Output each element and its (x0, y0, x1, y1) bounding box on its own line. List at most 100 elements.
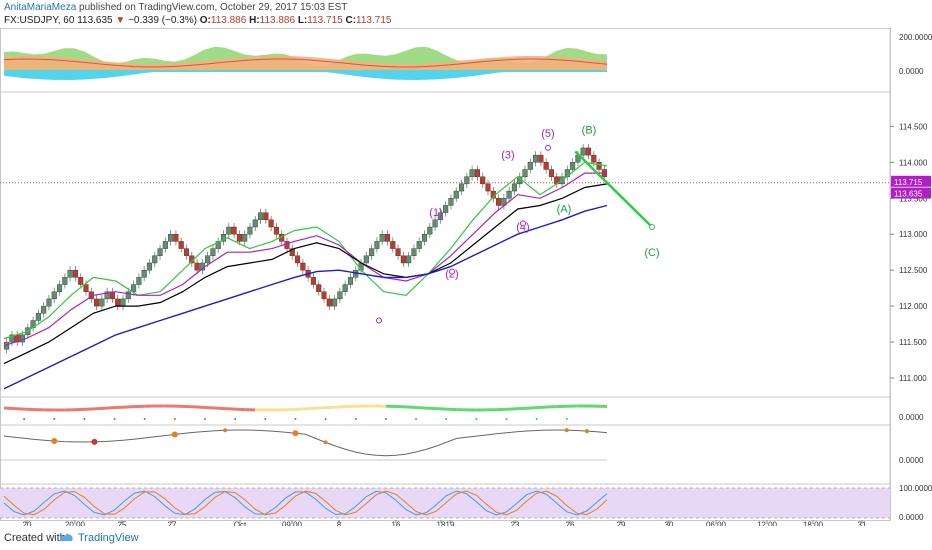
price-tick-label: 112.500 (899, 266, 928, 275)
time-tick-label: 30 (665, 521, 674, 526)
trend-line-segment (305, 406, 316, 411)
osc3-dot (323, 440, 328, 445)
trend-line-segment (516, 406, 527, 411)
wave-label: (4) (516, 222, 529, 234)
projection-end-marker (649, 224, 655, 231)
price-tick-label: 112.000 (899, 302, 928, 311)
trend-line-segment (405, 405, 417, 409)
renko-brick (310, 277, 316, 285)
renko-brick (390, 241, 396, 249)
renko-brick (543, 162, 549, 170)
renko-brick (94, 298, 100, 307)
low-value: 113.715 (307, 15, 343, 26)
tradingview-brand[interactable]: TradingView (78, 532, 139, 544)
renko-brick (19, 334, 26, 343)
renko-brick (506, 190, 512, 199)
renko-brick (215, 241, 221, 249)
renko-brick (236, 234, 242, 242)
time-tick-label: 06:00 (706, 521, 727, 526)
time-tick-label: 26 (566, 521, 575, 526)
trend-line-segment (536, 405, 547, 410)
pivot-marker (376, 317, 382, 324)
trend-dot (234, 418, 237, 420)
osc3-axis-label: 0.0000 (899, 456, 924, 465)
renko-brick (316, 284, 322, 292)
renko-brick (596, 162, 602, 170)
renko-brick (115, 298, 121, 307)
renko-brick (104, 291, 110, 300)
open-value: 113.886 (210, 15, 247, 26)
renko-brick (257, 212, 264, 221)
renko-brick (411, 248, 417, 256)
renko-brick (289, 248, 295, 256)
time-tick-label: Oct (234, 521, 247, 526)
low-label: L: (297, 15, 308, 26)
time-tick-label: 18 (437, 521, 446, 526)
time-tick-label: 09:00 (282, 521, 303, 526)
trend-dot (475, 418, 478, 420)
created-with-text: Created with (4, 532, 66, 544)
trend-line-segment (426, 406, 437, 411)
renko-brick (437, 212, 443, 221)
trend-dot (23, 418, 26, 420)
renko-brick (400, 255, 406, 264)
wave-label: (1) (429, 207, 442, 219)
osc3-dot (292, 430, 299, 437)
osc4-axis-label: 0.0000 (899, 513, 924, 522)
time-tick-label: 31 (858, 521, 867, 526)
time-tick-label: 20 (23, 521, 32, 526)
renko-brick (538, 154, 544, 163)
renko-brick (205, 255, 211, 264)
oscillator-signal-line (3, 58, 608, 68)
chart-canvas[interactable]: 111.000 111.500 112.000 112.500 113.000 113.5… (0, 28, 932, 526)
trend-line-segment (436, 407, 447, 411)
renko-brick (469, 169, 475, 177)
renko-brick (363, 255, 369, 264)
renko-brick (416, 241, 422, 249)
renko-brick (168, 234, 174, 242)
published-text: published on TradingView.com, October 29… (76, 2, 348, 13)
osc3-dot (171, 431, 178, 438)
trend-line-segment (13, 407, 25, 411)
renko-brick (347, 277, 354, 285)
symbol-ohlc-line: FX:USDJPY, 60 113.635 ▼ −0.339 (−0.3%) O… (4, 15, 391, 26)
ema-mid-line (3, 172, 607, 347)
renko-brick (384, 234, 391, 242)
renko-brick (120, 298, 126, 307)
renko-brick (284, 241, 290, 249)
renko-brick (9, 334, 15, 343)
price-tick-label: 114.000 (899, 158, 928, 167)
trend-dot (565, 418, 568, 420)
tradingview-logo-icon (59, 533, 73, 541)
author-link[interactable]: AnitaMariaMeza (4, 2, 77, 13)
price-tick-label: 111.500 (899, 338, 927, 347)
pivot-marker (520, 220, 526, 227)
renko-brick (162, 241, 168, 249)
renko-brick (421, 234, 428, 242)
time-tick-label: 16 (392, 521, 401, 526)
trend-dot (113, 418, 116, 420)
trend-dot (445, 418, 448, 420)
osc3-line (3, 429, 608, 457)
price-tag (891, 187, 931, 199)
renko-brick (485, 183, 491, 192)
renko-brick (496, 198, 502, 206)
price-tag (891, 175, 931, 187)
renko-brick (427, 226, 433, 235)
ema-long-line (3, 204, 608, 390)
oscillator-area-cyan (4, 70, 607, 80)
renko-brick (83, 284, 89, 292)
renko-brick (41, 305, 47, 314)
symbol-label[interactable]: FX:USDJPY, 60 (4, 15, 75, 26)
renko-brick (395, 248, 401, 256)
stoch-k-line (3, 490, 608, 516)
renko-brick (157, 248, 163, 256)
wave-label: (B) (582, 125, 597, 137)
renko-brick (173, 234, 179, 242)
trend-line-segment (526, 406, 537, 410)
pivot-marker (545, 144, 551, 151)
price-tick-label: 111.000 (899, 374, 927, 383)
price-change: −0.339 (−0.3%) (128, 15, 197, 26)
trend-dot (264, 418, 267, 420)
renko-brick (533, 154, 539, 163)
